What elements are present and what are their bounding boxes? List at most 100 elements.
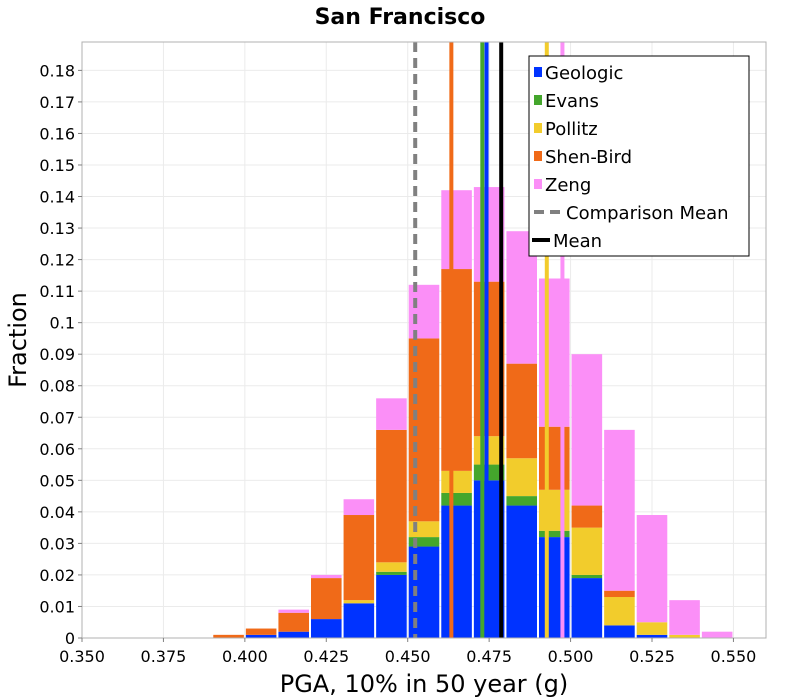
x-tick-label: 0.475 [466, 647, 512, 666]
legend-label-comparison-mean: Comparison Mean [566, 203, 729, 224]
bar-segment-pollitz [604, 597, 635, 626]
y-tick-label: 0.09 [39, 345, 75, 364]
bar-segment-shen-bird [506, 363, 537, 459]
y-tick-label: 0.13 [39, 219, 75, 238]
x-axis-label: PGA, 10% in 50 year (g) [280, 670, 569, 698]
bar-segment-shen-bird [376, 429, 407, 563]
bar-segment-evans [408, 537, 440, 547]
legend-swatch-shen-bird [534, 151, 542, 161]
plot-frame [81, 41, 767, 639]
y-tick-label: 0.15 [39, 156, 75, 175]
legend-label-mean: Mean [553, 231, 602, 252]
bar-segment-geologic [343, 603, 375, 638]
bar-segment-shen-bird [213, 634, 244, 638]
bar-segment-pollitz [506, 458, 537, 497]
legend-label-shen-bird: Shen-Bird [545, 147, 632, 168]
x-tick-label: 0.525 [629, 647, 675, 666]
bar-segment-zeng [604, 429, 635, 591]
x-tick-label: 0.550 [711, 647, 757, 666]
x-tick-label: 0.400 [222, 647, 268, 666]
bar-segment-zeng [636, 515, 668, 623]
bar-segment-zeng [278, 609, 309, 613]
bar-segment-pollitz [669, 634, 700, 638]
x-tick-label: 0.375 [141, 647, 187, 666]
legend-swatch-geologic [534, 67, 542, 77]
bar-segment-shen-bird [604, 590, 635, 598]
y-tick-label: 0.08 [39, 377, 75, 396]
y-tick-label: 0.01 [39, 597, 75, 616]
y-tick-label: 0.11 [39, 282, 75, 301]
bar-segment-shen-bird [441, 269, 472, 471]
bar-segment-zeng [571, 354, 603, 506]
reference-lines [413, 42, 565, 638]
bar-segment-zeng [311, 574, 342, 579]
chart-title: San Francisco [315, 5, 486, 30]
bar-segment-evans [571, 574, 603, 579]
y-tick-label: 0.02 [39, 566, 75, 585]
bar-segment-pollitz [343, 600, 375, 604]
legend: Geologic Evans Pollitz Shen-Bird Zeng Compari… [528, 55, 750, 257]
bar-segment-zeng [343, 499, 375, 516]
bar-segment-zeng [701, 631, 733, 638]
legend-label-evans: Evans [545, 91, 599, 112]
bar-segment-geologic [441, 505, 472, 638]
bar-segment-zeng [408, 284, 440, 339]
bar-segment-geologic [506, 505, 537, 638]
y-tick-label: 0.05 [39, 471, 75, 490]
y-tick-label: 0.06 [39, 440, 75, 459]
x-tick-label: 0.450 [385, 647, 431, 666]
bar-segment-evans [539, 530, 570, 538]
y-tick-label: 0.18 [39, 61, 75, 80]
legend-box [528, 55, 750, 257]
y-tick-label: 0.04 [39, 503, 75, 522]
y-tick-label: 0.07 [39, 408, 75, 427]
y-axis-label: Fraction [4, 292, 32, 388]
bar-segment-pollitz [539, 489, 570, 531]
x-tick-label: 0.350 [59, 647, 105, 666]
bar-segment-geologic [604, 625, 635, 638]
bar-segment-geologic [636, 634, 668, 638]
legend-swatch-evans [534, 95, 542, 105]
bar-segment-zeng [441, 190, 472, 270]
bar-segment-evans [441, 492, 472, 506]
bar-segment-shen-bird [278, 612, 309, 632]
bar-segment-geologic [539, 537, 570, 638]
bar-segment-evans [376, 571, 407, 575]
bar-segment-geologic [278, 631, 309, 638]
bar-segment-pollitz [441, 470, 472, 493]
bar-segment-shen-bird [311, 578, 342, 620]
x-axis: 0.350 0.375 0.400 0.425 0.450 0.475 0.500 0.525… [59, 638, 756, 666]
y-tick-label: 0.12 [39, 251, 75, 270]
y-tick-label: 0.14 [39, 188, 75, 207]
y-tick-label: 0.1 [50, 314, 75, 333]
bar-segment-evans [506, 496, 537, 506]
bar-segment-shen-bird [571, 505, 603, 528]
bar-segment-pollitz [376, 562, 407, 572]
bar-segment-zeng [669, 600, 700, 635]
x-tick-label: 0.425 [303, 647, 349, 666]
y-tick-label: 0 [65, 629, 75, 648]
bar-segment-zeng [539, 278, 570, 427]
bar-segment-geologic [571, 578, 603, 638]
bar-segment-shen-bird [245, 628, 277, 635]
y-tick-label: 0.03 [39, 534, 75, 553]
bar-segment-zeng [376, 398, 407, 430]
y-tick-label: 0.16 [39, 124, 75, 143]
legend-label-pollitz: Pollitz [545, 119, 598, 140]
bar-segment-geologic [376, 574, 407, 638]
legend-label-zeng: Zeng [545, 175, 591, 196]
legend-label-geologic: Geologic [545, 63, 623, 84]
x-tick-label: 0.500 [548, 647, 594, 666]
y-tick-label: 0.17 [39, 93, 75, 112]
bar-segment-pollitz [571, 527, 603, 575]
bar-segment-pollitz [636, 622, 668, 635]
bars [213, 187, 733, 638]
bar-segment-shen-bird [539, 426, 570, 490]
y-axis: 0 0.01 0.02 0.03 0.04 0.05 0.06 0.07 0.08 0.09 0.1… [39, 61, 82, 648]
bar-segment-geologic [245, 634, 277, 638]
legend-swatch-zeng [534, 179, 542, 189]
bar-segment-shen-bird [343, 515, 375, 601]
bar-segment-geologic [311, 619, 342, 638]
legend-swatch-pollitz [534, 123, 542, 133]
